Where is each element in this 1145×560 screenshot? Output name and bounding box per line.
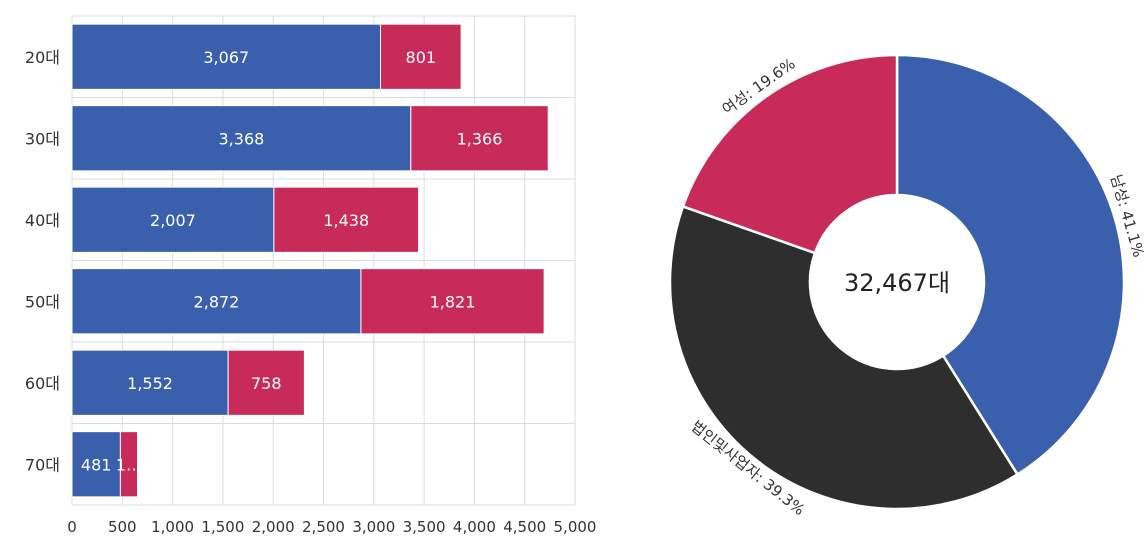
- y-tick-label: 70대: [25, 455, 60, 474]
- x-tick-label: 2,000: [252, 518, 295, 536]
- bar-segment: [71, 268, 362, 335]
- donut-slice: [895, 53, 1126, 477]
- data-label: 3,067: [203, 48, 249, 67]
- donut-chart: 남성: 41.1%법인및사업자: 39.3%여성: 19.6%32,467대: [668, 53, 1145, 519]
- y-tick-label: 60대: [25, 374, 60, 393]
- bar-segment: [71, 105, 412, 172]
- bar-segment: [119, 431, 138, 498]
- y-tick-label: 20대: [25, 48, 60, 67]
- x-tick-label: 3,000: [352, 518, 395, 536]
- data-label: 1,438: [323, 211, 369, 230]
- bar-segment: [380, 23, 462, 90]
- grid: [71, 15, 576, 506]
- data-label: 2,872: [194, 292, 240, 311]
- y-tick-label: 50대: [25, 292, 60, 311]
- center-total-label: 32,467대: [844, 269, 950, 297]
- bar-segment: [227, 349, 305, 416]
- data-label: 1,821: [430, 292, 476, 311]
- data-label: 481: [81, 455, 112, 474]
- bar-segment: [360, 268, 545, 335]
- data-label: 1,552: [127, 374, 173, 393]
- x-tick-label: 3,500: [403, 518, 446, 536]
- x-tick-label: 5,000: [554, 518, 597, 536]
- x-tick-label: 1,000: [151, 518, 194, 536]
- bar-segment: [71, 23, 382, 90]
- y-tick-label: 30대: [25, 129, 60, 148]
- donut-slice: [668, 204, 1020, 511]
- bar-segment: [410, 105, 549, 172]
- x-tick-label: 1,500: [201, 518, 244, 536]
- x-tick-label: 4,000: [453, 518, 496, 536]
- data-label: 801: [406, 48, 437, 67]
- stacked-bar-chart: 20대 3,067 801 30대 3,368 1,366 40대 2,007 1,438 50대…: [25, 15, 597, 536]
- data-label: 758: [251, 374, 282, 393]
- data-label: 1…: [116, 455, 142, 474]
- bar-segment: [273, 186, 420, 253]
- donut-slice: [681, 53, 899, 255]
- x-tick-label: 2,500: [302, 518, 345, 536]
- y-tick-label: 40대: [25, 211, 60, 230]
- x-tick-label: 4,500: [503, 518, 546, 536]
- x-tick-label: 500: [108, 518, 137, 536]
- data-label: 2,007: [150, 211, 196, 230]
- data-label: 3,368: [219, 129, 265, 148]
- data-label: 1,366: [457, 129, 503, 148]
- x-tick-label: 0: [67, 518, 77, 536]
